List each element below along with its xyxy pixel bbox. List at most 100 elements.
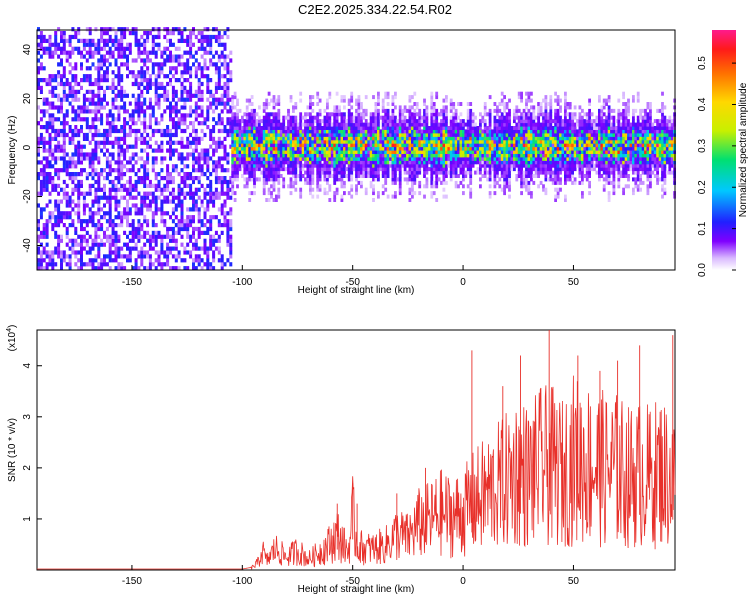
- spectrogram-cell: [338, 146, 341, 151]
- spectrogram-cell: [177, 250, 181, 255]
- spectrogram-cell: [97, 219, 101, 224]
- spectrogram-cell: [294, 143, 298, 148]
- spectrogram-cell: [452, 115, 456, 120]
- spectrogram-cell: [91, 258, 95, 263]
- spectrogram-cell: [403, 122, 407, 127]
- spectrogram-cell: [128, 230, 132, 235]
- spectrogram-cell: [267, 115, 271, 120]
- spectrogram-cell: [194, 199, 198, 204]
- spectrogram-cell: [372, 156, 375, 161]
- spectrogram-cell: [229, 242, 233, 247]
- spectrogram-cell: [131, 117, 135, 122]
- spectrogram-cell: [137, 85, 141, 90]
- spectrogram-cell: [408, 105, 412, 110]
- spectrogram-cell: [420, 150, 424, 154]
- spectrogram-cell: [60, 46, 63, 51]
- spectrogram-cell: [250, 139, 254, 144]
- spectrogram-cell: [381, 146, 385, 151]
- spectrogram-cell: [474, 136, 477, 141]
- spectrogram-cell: [398, 184, 402, 189]
- spectrogram-cell: [474, 153, 477, 158]
- spectrogram-cell: [357, 180, 361, 185]
- spectrogram-cell: [80, 219, 83, 224]
- spectrogram-cell: [51, 183, 55, 188]
- spectrogram-cell: [262, 139, 266, 144]
- spectrogram-cell: [108, 152, 112, 157]
- spectrogram-cell: [466, 153, 470, 158]
- spectrogram-cell: [340, 143, 344, 148]
- spectrogram-cell: [236, 160, 239, 165]
- spectrogram-cell: [94, 78, 98, 83]
- spectrogram-cell: [243, 150, 247, 154]
- spectrogram-cell: [169, 136, 172, 141]
- spectrogram-cell: [301, 115, 305, 120]
- spectrogram-cell: [505, 150, 509, 154]
- spectrogram-cell: [148, 246, 152, 251]
- spectrogram-cell: [220, 203, 224, 208]
- spectrogram-cell: [508, 156, 511, 161]
- spectrogram-cell: [131, 152, 135, 157]
- spectrogram-cell: [236, 170, 239, 175]
- spectrogram-cell: [503, 174, 506, 178]
- spectrogram-cell: [65, 93, 69, 98]
- spectrogram-cell: [206, 266, 210, 271]
- spectrogram-cell: [171, 176, 175, 181]
- spectrogram-cell: [154, 78, 158, 83]
- spectrogram-cell: [260, 146, 264, 151]
- spectrogram-cell: [425, 136, 429, 141]
- spectrogram-cell: [454, 119, 458, 124]
- spectrogram-cell: [157, 105, 161, 110]
- spectrogram-cell: [374, 163, 378, 168]
- spectrogram-cell: [255, 156, 259, 161]
- spectrogram-cell: [360, 136, 363, 141]
- spectrogram-cell: [209, 58, 213, 63]
- spectrogram-cell: [169, 234, 172, 239]
- spectrogram-cell: [248, 153, 252, 158]
- spectrogram-cell: [513, 150, 516, 154]
- spectrogram-cell: [77, 156, 81, 161]
- spectrogram-cell: [425, 167, 429, 172]
- spectrogram-cell: [369, 160, 373, 165]
- spectrogram-cell: [154, 93, 158, 98]
- spectrogram-cell: [296, 150, 300, 154]
- spectrogram-cell: [214, 140, 218, 145]
- spectrogram-cell: [350, 156, 354, 161]
- spectrogram-cell: [367, 150, 371, 154]
- spectrogram-cell: [292, 129, 295, 134]
- spectrogram-cell: [148, 207, 152, 212]
- spectrogram-cell: [403, 129, 407, 134]
- spectrogram-cell: [313, 163, 317, 168]
- spectrogram-cell: [233, 156, 237, 161]
- spectrogram-cell: [340, 119, 344, 124]
- spectrogram-cell: [440, 139, 443, 144]
- spectrogram-cell: [520, 170, 523, 175]
- spectrogram-cell: [275, 160, 278, 165]
- spectrogram-cell: [326, 177, 329, 182]
- spectrogram-cell: [183, 70, 187, 75]
- spectrogram-cell: [65, 113, 69, 118]
- spectrogram-cell: [377, 132, 380, 137]
- spectrogram-cell: [220, 109, 224, 114]
- spectrogram-cell: [335, 122, 339, 127]
- spectrogram-cell: [209, 38, 213, 43]
- spectrogram-cell: [525, 160, 528, 165]
- spectrogram-cell: [449, 170, 453, 175]
- spectrogram-cell: [413, 180, 417, 185]
- spectrogram-cell: [270, 136, 273, 141]
- spectrogram-cell: [134, 246, 138, 251]
- spectrogram-cell: [105, 128, 109, 134]
- spectrogram-cell: [479, 139, 482, 144]
- spectrogram-cell: [369, 180, 373, 185]
- spectrogram-cell: [85, 152, 89, 157]
- spectrogram-cell: [500, 132, 504, 137]
- spectrogram-cell: [432, 160, 436, 165]
- spectrogram-cell: [154, 266, 158, 271]
- spectrogram-cell: [340, 177, 344, 182]
- spectrogram-cell: [160, 242, 164, 247]
- spectrogram-cell: [163, 250, 167, 255]
- spectrogram-cell: [505, 177, 509, 182]
- spectrogram-cell: [440, 119, 443, 124]
- spectrogram-cell: [206, 78, 210, 83]
- spectrogram-cell: [279, 122, 283, 127]
- spectrogram-cell: [100, 121, 104, 126]
